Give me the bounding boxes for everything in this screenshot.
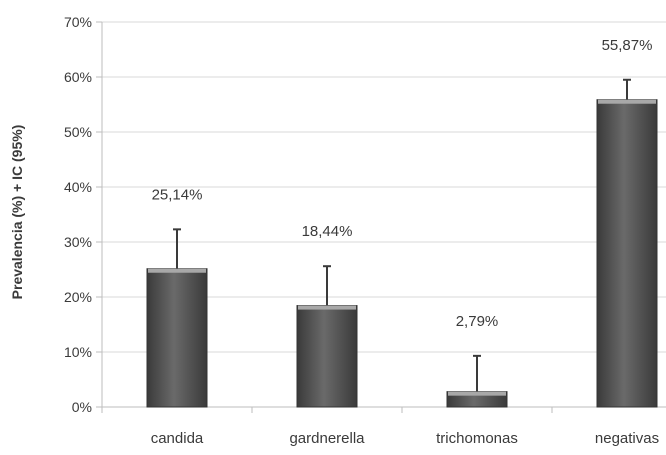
x-tick-label: negativas xyxy=(595,430,659,447)
bar xyxy=(296,305,358,408)
labels: 0% 10% 20% 30% 40% 50% 60% 70% 25,14% candida 18,4… xyxy=(64,14,659,447)
bar-top-highlight xyxy=(298,305,356,310)
y-axis-title: Prevalencia (%) + IC (95%) xyxy=(9,125,25,300)
bar xyxy=(596,99,658,408)
bar-top-highlight xyxy=(448,391,506,396)
y-tick-label: 0% xyxy=(72,399,92,415)
x-tick-label: candida xyxy=(151,430,204,447)
data-label: 2,79% xyxy=(456,313,499,330)
y-tick-label: 70% xyxy=(64,14,92,30)
y-tick-label: 40% xyxy=(64,179,92,195)
bar-top-highlight xyxy=(148,268,206,273)
y-tick-label: 20% xyxy=(64,289,92,305)
data-label: 18,44% xyxy=(302,223,353,240)
bars xyxy=(146,78,658,408)
data-label: 25,14% xyxy=(152,186,203,203)
y-tick-label: 30% xyxy=(64,234,92,250)
y-tick-label: 10% xyxy=(64,344,92,360)
x-tick-label: gardnerella xyxy=(289,430,365,447)
bar xyxy=(146,268,208,408)
bar-top-highlight xyxy=(598,99,656,104)
data-label: 55,87% xyxy=(602,37,653,54)
x-tick-label: trichomonas xyxy=(436,430,518,447)
y-tick-label: 60% xyxy=(64,69,92,85)
y-tick-label: 50% xyxy=(64,124,92,140)
